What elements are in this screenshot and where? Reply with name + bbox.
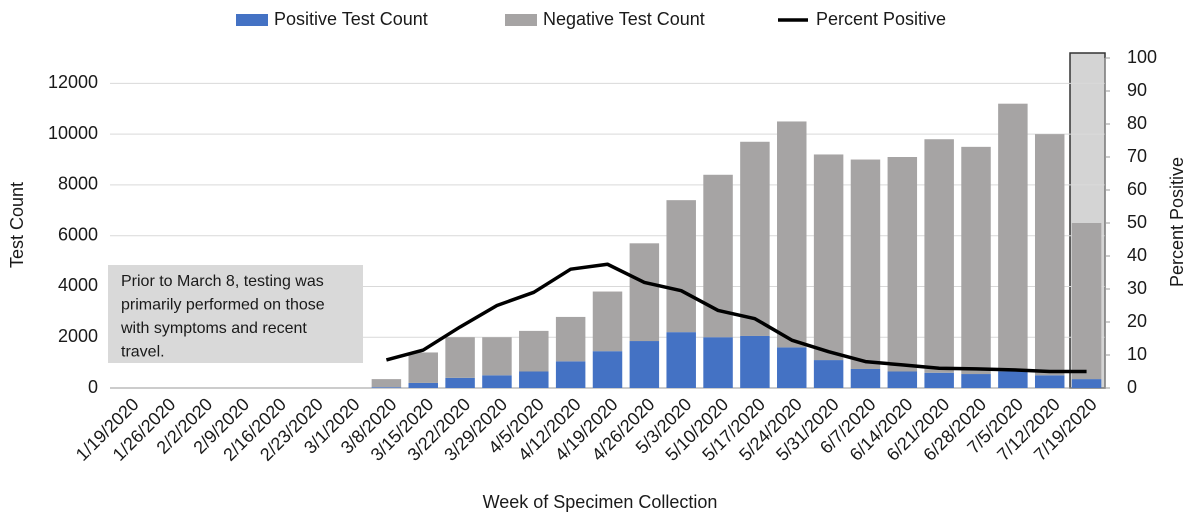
bar [666, 200, 696, 333]
legend-swatch [505, 14, 537, 26]
bar [924, 139, 954, 373]
bar [961, 146, 991, 375]
bar [519, 371, 549, 388]
annotation-text: primarily performed on those [121, 297, 325, 314]
y2-tick-label: 0 [1127, 377, 1137, 397]
y-tick-label: 6000 [58, 224, 98, 244]
y-tick-label: 12000 [48, 72, 98, 92]
bar [555, 316, 586, 362]
bar [371, 387, 402, 388]
bar [629, 341, 660, 388]
annotation-text: Prior to March 8, testing was [121, 273, 324, 290]
bar [740, 141, 770, 336]
legend-label: Positive Test Count [274, 9, 428, 29]
bar [850, 159, 881, 369]
y2-tick-label: 100 [1127, 47, 1157, 67]
bar [1034, 375, 1065, 388]
bar [1071, 379, 1102, 388]
annotation-box [108, 265, 363, 363]
legend-label: Negative Test Count [543, 9, 705, 29]
bar [998, 371, 1028, 388]
bar [887, 371, 918, 388]
bar [813, 154, 844, 361]
legend-label: Percent Positive [816, 9, 946, 29]
bar [408, 382, 438, 388]
y2-tick-label: 80 [1127, 113, 1147, 133]
bar [519, 330, 549, 372]
bar [1034, 134, 1065, 376]
bar [961, 374, 991, 388]
y2-tick-label: 60 [1127, 179, 1147, 199]
bar [555, 361, 586, 388]
bar [1071, 223, 1102, 380]
y2-tick-label: 10 [1127, 344, 1147, 364]
bar [482, 375, 512, 388]
y2-tick-label: 20 [1127, 311, 1147, 331]
bar [666, 332, 696, 388]
bar [592, 351, 623, 388]
line [385, 262, 1087, 374]
bar [482, 337, 512, 376]
legend-swatch [236, 14, 268, 26]
bar [592, 291, 623, 352]
y2-tick-label: 50 [1127, 212, 1147, 232]
y-tick-label: 8000 [58, 174, 98, 194]
y-axis-title: Test Count [7, 182, 27, 268]
bar [371, 379, 402, 388]
y2-tick-label: 30 [1127, 278, 1147, 298]
annotation-text: with symptoms and recent [120, 320, 307, 337]
bar [887, 157, 918, 372]
y-tick-label: 2000 [58, 326, 98, 346]
annotation-text: travel. [121, 344, 165, 361]
y-tick-label: 4000 [58, 275, 98, 295]
bar [777, 347, 807, 388]
y2-axis-title: Percent Positive [1167, 157, 1187, 287]
bar [924, 372, 954, 388]
x-axis-title: Week of Specimen Collection [483, 492, 718, 512]
bar [998, 103, 1028, 372]
y2-tick-label: 40 [1127, 245, 1147, 265]
bar [445, 337, 475, 378]
y-tick-label: 10000 [48, 123, 98, 143]
y-tick-label: 0 [88, 377, 98, 397]
bar [740, 335, 770, 388]
bar [850, 368, 881, 388]
y2-tick-label: 90 [1127, 80, 1147, 100]
bar [777, 121, 807, 348]
bar [629, 243, 660, 342]
bar [813, 360, 844, 388]
bar [408, 352, 438, 383]
y2-tick-label: 70 [1127, 146, 1147, 166]
bar [703, 337, 733, 388]
bar [445, 377, 475, 388]
